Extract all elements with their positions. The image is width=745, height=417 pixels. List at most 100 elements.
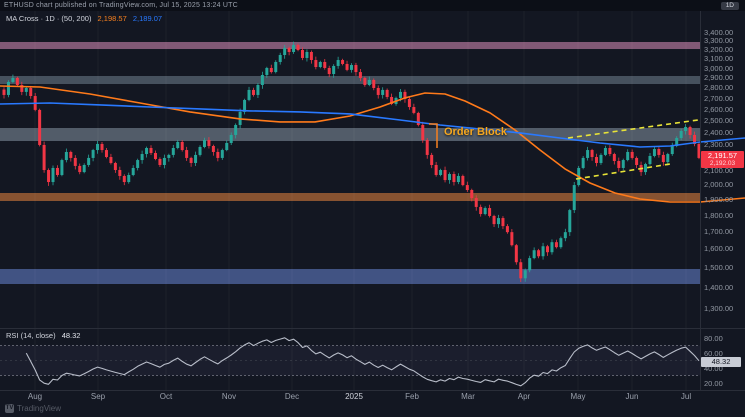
channel-upper-line <box>567 119 699 139</box>
candle-body <box>332 65 336 74</box>
candle-body <box>381 89 385 95</box>
price-axis-label: 1,900.00 <box>704 195 734 204</box>
rsi-legend-label: RSI (14, close) <box>6 331 56 340</box>
candle-body <box>42 144 46 171</box>
candle-body <box>568 210 572 233</box>
candle-body <box>207 139 211 146</box>
tradingview-logo[interactable]: TV TradingView <box>5 404 61 413</box>
interval-badge[interactable]: 1D <box>720 2 739 10</box>
candle-body <box>194 154 198 163</box>
candle-body <box>497 218 501 225</box>
candle-body <box>648 155 652 165</box>
price-axis-label: 2,300.00 <box>704 140 734 149</box>
price-axis[interactable]: 3,400.00 3,300.00 3,200.00 3,100.00 3,000.00… <box>701 11 745 328</box>
candle-body <box>550 242 554 253</box>
candle-body <box>38 109 42 145</box>
candle-body <box>425 139 429 155</box>
candle-body <box>363 77 367 85</box>
candle-body <box>24 87 28 92</box>
candle-body <box>505 226 509 233</box>
candle-body <box>78 165 82 173</box>
candle-body <box>91 150 95 158</box>
rsi-legend[interactable]: RSI (14, close) 48.32 <box>6 331 80 340</box>
candle-body <box>430 154 434 165</box>
time-axis-label: Apr <box>517 392 531 401</box>
candle-body <box>15 77 19 85</box>
candle-body <box>661 154 665 163</box>
candle-body <box>666 154 670 163</box>
candle-body <box>162 157 166 165</box>
candle-body <box>234 124 238 135</box>
candle-body <box>581 157 585 168</box>
time-axis[interactable]: Aug Sep Oct Nov Dec 2025 Feb Mar Apr May Jun Jul <box>0 392 745 404</box>
price-axis-separator <box>700 11 701 390</box>
rsi-axis-label: 80.00 <box>704 334 723 343</box>
candle-body <box>118 170 122 176</box>
candle-body <box>461 175 465 186</box>
candle-body <box>452 174 456 183</box>
rsi-axis[interactable]: 80.00 60.00 40.00 20.00 <box>701 328 745 390</box>
resistance-zone-upper-band <box>0 42 700 49</box>
candle-body <box>421 124 425 140</box>
main-legend[interactable]: MA Cross · 1D · (50, 200) 2,198.57 2,189… <box>6 14 162 23</box>
candle-body <box>412 107 416 113</box>
candle-body <box>559 238 563 248</box>
rsi-legend-value: 48.32 <box>61 331 81 340</box>
ma-slow-line <box>0 85 745 203</box>
time-axis-label: Jul <box>680 392 692 401</box>
candle-body <box>283 47 287 56</box>
candle-body <box>318 61 322 68</box>
candle-body <box>448 174 451 181</box>
order-block-label[interactable]: Order Block <box>444 126 507 138</box>
low-support-zone-band <box>0 269 700 284</box>
candle-body <box>64 151 68 161</box>
candle-body <box>434 164 438 175</box>
candle-body <box>479 206 483 215</box>
candle-body <box>158 158 162 165</box>
price-axis-label: 3,100.00 <box>704 54 734 63</box>
candle-body <box>229 134 233 143</box>
candle-body <box>127 174 131 183</box>
candle-body <box>675 138 679 146</box>
candle-body <box>314 60 318 68</box>
candle-body <box>300 49 304 58</box>
candle-body <box>140 154 144 161</box>
candle-body <box>247 89 251 100</box>
rsi-line <box>25 337 700 387</box>
candle-body <box>278 55 282 62</box>
candle-body <box>256 84 260 95</box>
candle-body <box>644 164 648 173</box>
candle-body <box>131 167 135 175</box>
price-axis-label: 3,300.00 <box>704 36 734 45</box>
candle-body <box>260 74 264 85</box>
candle-body <box>305 51 309 58</box>
candle-body <box>439 170 443 175</box>
ma-slow-value: 2,198.57 <box>97 14 127 23</box>
price-axis-label: 2,000.00 <box>704 180 734 189</box>
candle-body <box>202 139 206 147</box>
rsi-value-badge: 48.32 <box>701 357 741 367</box>
candle-body <box>167 154 171 158</box>
candle-body <box>590 150 594 158</box>
candle-body <box>465 185 469 191</box>
candle-body <box>327 67 331 74</box>
price-axis-label: 3,200.00 <box>704 45 734 54</box>
candle-body <box>528 258 532 271</box>
time-axis-label: Nov <box>221 392 237 401</box>
candle-body <box>670 145 674 155</box>
channel-lower-line <box>575 163 671 180</box>
price-axis-label: 2,700.00 <box>704 94 734 103</box>
candle-body <box>225 142 229 151</box>
candle-body <box>612 154 616 161</box>
candle-body <box>443 170 447 181</box>
candle-body <box>514 245 518 263</box>
time-axis-label: Dec <box>284 392 300 401</box>
pane-separator[interactable] <box>0 328 745 329</box>
candle-body <box>608 148 612 155</box>
candle-body <box>626 151 630 161</box>
rsi-axis-label: 40.00 <box>704 364 723 373</box>
tradingview-logo-icon: TV <box>5 404 14 413</box>
candle-body <box>113 162 117 171</box>
